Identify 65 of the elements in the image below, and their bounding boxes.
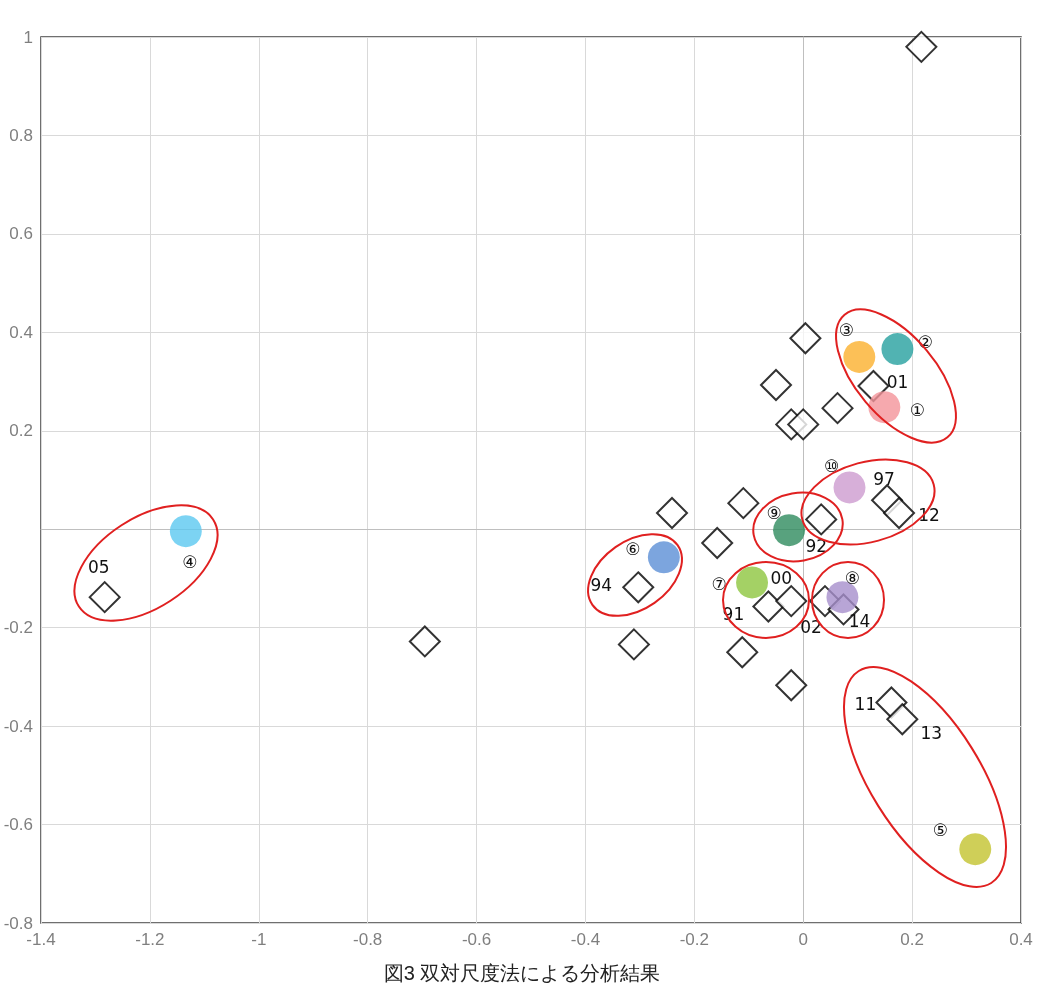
annotation: 97 <box>873 469 895 490</box>
point <box>727 487 760 520</box>
point <box>821 392 854 425</box>
point <box>736 566 769 599</box>
y-tick-label: 0.2 <box>9 421 33 441</box>
annotation: ⑤ <box>932 820 948 841</box>
point <box>647 541 680 574</box>
point <box>408 625 441 658</box>
y-tick-label: -0.6 <box>3 815 33 835</box>
point <box>883 496 916 529</box>
x-tick-label: 0 <box>798 930 808 949</box>
point <box>868 391 901 424</box>
point <box>805 503 838 536</box>
point <box>701 527 734 559</box>
annotation: 14 <box>848 611 871 632</box>
annotation: ⑨ <box>766 503 782 524</box>
x-tick-label: 0.2 <box>900 930 924 949</box>
point <box>787 408 820 441</box>
y-tick-label: -0.4 <box>3 716 33 736</box>
y-tick-label: 0.4 <box>9 322 33 342</box>
annotation: ② <box>917 332 934 353</box>
point <box>881 333 914 366</box>
annotation: 05 <box>87 557 110 578</box>
x-tick-label: -0.4 <box>570 930 601 949</box>
annotation: 13 <box>920 723 943 744</box>
annotation: 00 <box>770 568 793 589</box>
y-tick-label: -0.2 <box>3 618 33 638</box>
point <box>789 322 822 355</box>
point <box>726 636 759 669</box>
x-tick-label: -1.2 <box>135 930 165 949</box>
annotation: 94 <box>590 575 613 596</box>
point <box>617 628 650 661</box>
annotation: ⑧ <box>844 568 861 589</box>
point <box>656 496 689 529</box>
y-tick-label: 0.8 <box>9 125 33 145</box>
point <box>886 703 919 736</box>
point <box>169 515 202 548</box>
annotation: ⑥ <box>625 539 641 560</box>
annotation: ③ <box>838 319 854 340</box>
point <box>833 471 866 504</box>
y-tick-label: 1 <box>23 27 33 47</box>
point <box>760 369 792 401</box>
x-tick-label: -1.4 <box>26 930 56 949</box>
annotation: 01 <box>886 371 909 392</box>
x-tick-label: -1 <box>251 930 267 949</box>
annotation: 11 <box>854 694 877 715</box>
annotation: ⑦ <box>711 574 727 595</box>
x-tick-label: -0.6 <box>461 930 492 949</box>
point <box>88 581 121 614</box>
y-tick-label: -0.8 <box>3 913 33 933</box>
point <box>775 585 808 618</box>
x-tick-label: -0.2 <box>679 930 709 949</box>
y-tick-label: 0.6 <box>9 224 33 244</box>
point <box>843 340 876 373</box>
point <box>959 833 992 866</box>
annotation: ④ <box>182 552 198 573</box>
x-tick-label: -0.8 <box>353 930 383 949</box>
annotation: 92 <box>805 536 828 557</box>
annotation: ⑩ <box>823 456 840 477</box>
point <box>905 30 938 63</box>
annotation: 12 <box>918 504 940 525</box>
text: 図3 双対尺度法による分析結果 <box>383 962 661 984</box>
annotation: ① <box>909 400 925 421</box>
point <box>775 669 808 702</box>
x-tick-label: 0.4 <box>1009 930 1033 949</box>
